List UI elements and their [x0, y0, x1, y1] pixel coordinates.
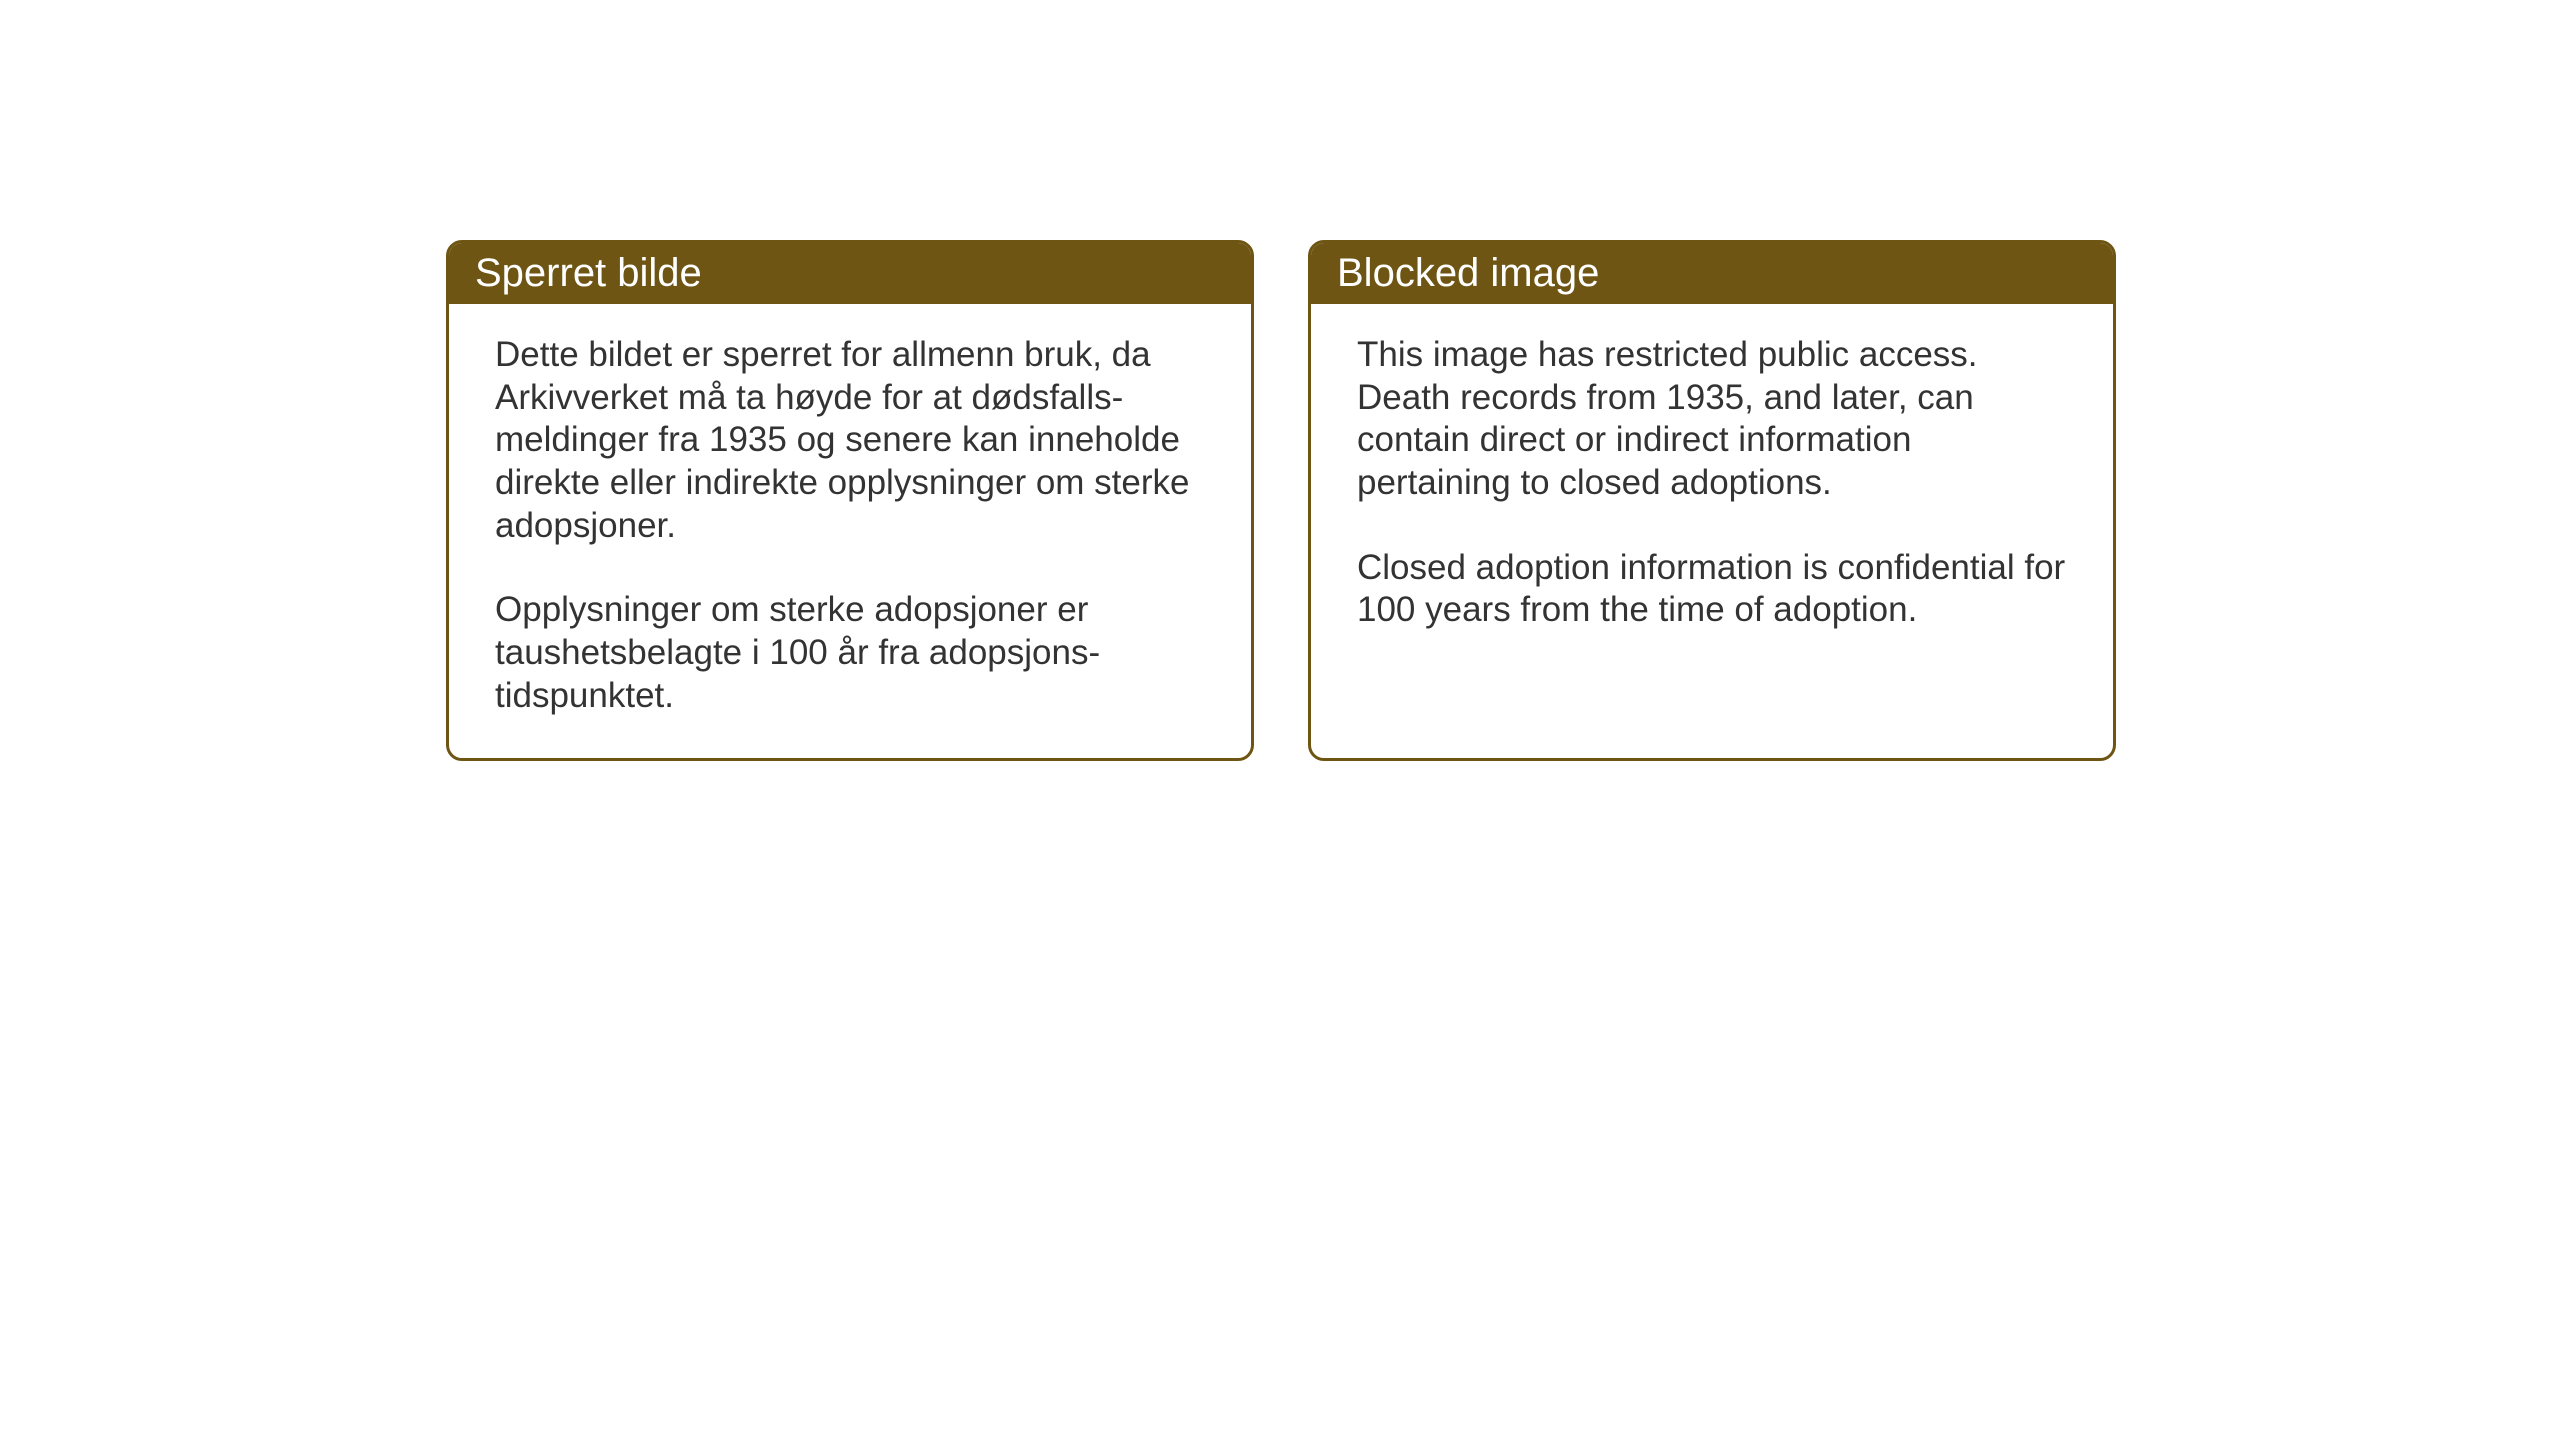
- norwegian-notice-card: Sperret bilde Dette bildet er sperret fo…: [446, 240, 1254, 761]
- english-notice-card: Blocked image This image has restricted …: [1308, 240, 2116, 761]
- norwegian-card-body: Dette bildet er sperret for allmenn bruk…: [449, 304, 1251, 758]
- english-card-body: This image has restricted public access.…: [1311, 304, 2113, 742]
- norwegian-paragraph-1: Dette bildet er sperret for allmenn bruk…: [495, 334, 1205, 547]
- english-paragraph-1: This image has restricted public access.…: [1357, 334, 2067, 505]
- english-card-title: Blocked image: [1311, 243, 2113, 304]
- norwegian-card-title: Sperret bilde: [449, 243, 1251, 304]
- notice-container: Sperret bilde Dette bildet er sperret fo…: [446, 240, 2116, 761]
- norwegian-paragraph-2: Opplysninger om sterke adopsjoner er tau…: [495, 589, 1205, 717]
- english-paragraph-2: Closed adoption information is confident…: [1357, 547, 2067, 632]
